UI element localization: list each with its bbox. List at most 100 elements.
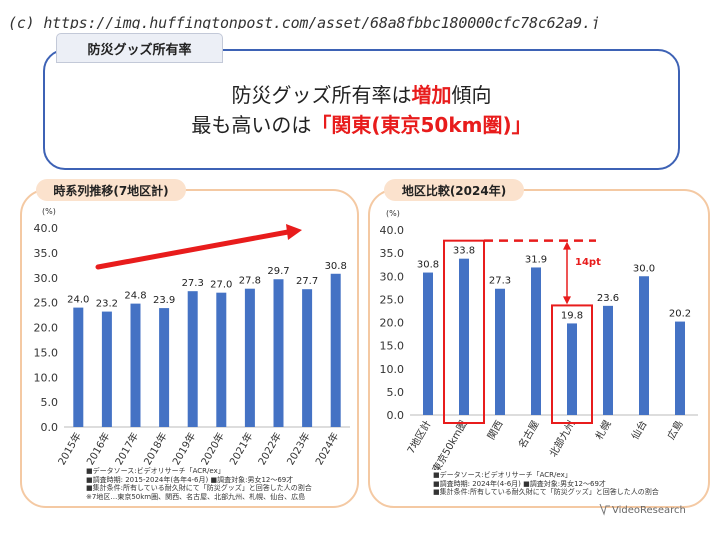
left-data-label: 27.8 [239,276,261,287]
left-y-tick-label: 10.0 [34,371,59,384]
right-bar [567,323,577,415]
left-data-label: 27.7 [296,276,318,287]
left-data-label: 27.0 [210,280,232,291]
left-bar [330,273,341,427]
left-bar [101,311,112,427]
left-y-tick-label: 40.0 [34,222,59,235]
left-bar [159,308,170,427]
right-category-label: 北部九州 [546,418,577,459]
right-category-label: 7地区計 [404,418,433,456]
right-data-label: 33.8 [453,246,475,257]
right-data-label: 23.6 [597,293,619,304]
right-bar [459,258,469,415]
right-bar [495,288,505,415]
gap-arrow-down-icon [563,296,571,305]
left-data-label: 29.7 [267,266,289,277]
left-data-label: 24.8 [124,291,146,302]
right-data-label: 19.8 [561,310,583,321]
gap-label: 14pt [575,257,601,268]
left-chart-notes: ■データソース:ビデオリサーチ「ACR/ex」 ■調査時期: 2015-2024… [86,467,312,501]
right-bar-chart: (%) 0.0 5.0 10.0 15.0 20.0 25.0 30.0 35.0 40.0 30.… [380,209,698,470]
right-bar [603,305,613,415]
left-y-tick-label: 30.0 [34,272,59,285]
right-chart-tag: 地区比較(2024年) [384,179,524,201]
left-bar [216,292,227,427]
image-credit: (c) https://img.huffingtonpost.com/asset… [8,14,600,32]
left-bar [302,289,313,427]
left-data-label: 27.3 [182,278,204,289]
headline-line-1: 防災グッズ所有率は増加傾向 [232,80,492,110]
headline-line-2-emph: 「関東(東京50km圏)」 [311,112,532,137]
right-note-1: ■データソース:ビデオリサーチ「ACR/ex」 [433,471,572,479]
left-data-label: 30.8 [325,261,347,272]
headline-line-1-pre: 防災グッズ所有率は [231,82,412,107]
right-data-label: 31.9 [525,254,547,265]
right-bar [675,321,685,415]
left-category-label: 2021年 [227,430,256,465]
right-y-tick-label: 20.0 [380,317,405,330]
left-category-label: 2022年 [255,430,284,465]
right-y-tick-label: 40.0 [380,224,405,237]
section-tag: 防災グッズ所有率 [56,33,223,63]
right-category-label: 札幌 [592,418,613,442]
highlight-box [443,239,485,424]
highlight-box [551,304,593,424]
right-chart-notes: ■データソース:ビデオリサーチ「ACR/ex」 ■調査時期: 2024年(4-6… [433,471,659,497]
left-bar [73,307,84,427]
left-y-tick-label: 20.0 [34,322,59,335]
right-y-tick-label: 30.0 [380,270,405,283]
videoresearch-logo-text: VideoResearch [612,505,686,516]
left-data-label: 23.9 [153,295,175,306]
left-note-4: ※7地区…東京50km圏、関西、名古屋、北部九州、札幌、仙台、広島 [86,492,306,501]
left-y-tick-label: 35.0 [34,247,59,260]
right-y-tick-label: 15.0 [380,340,405,353]
right-category-label: 仙台 [628,418,649,442]
videoresearch-logo-icon [599,503,610,516]
left-bar [130,303,141,427]
headline-line-1-emph: 増加 [411,82,452,107]
left-y-unit-label: (%) [42,207,56,216]
trend-arrow-shaft [95,229,291,270]
trend-arrow-head-icon [286,224,302,240]
right-y-tick-label: 35.0 [380,247,405,260]
left-note-3: ■集計条件:所有している耐久財にて「防災グッズ」と回答した人の割合 [86,484,312,492]
left-data-label: 23.2 [96,299,118,310]
headline-line-2: 最も高いのは「関東(東京50km圏)」 [191,110,531,140]
left-category-label: 2017年 [112,430,141,465]
right-data-label: 30.0 [633,263,655,274]
left-category-label: 2016年 [84,430,113,465]
right-note-3: ■集計条件:所有している耐久財にて「防災グッズ」と回答した人の割合 [433,488,659,496]
headline-line-1-post: 傾向 [451,82,492,107]
gap-arrow-up-icon [563,241,571,250]
left-y-tick-label: 15.0 [34,346,59,359]
left-y-tick-label: 5.0 [41,396,59,409]
left-category-label: 2019年 [169,430,198,465]
left-chart-tag: 時系列推移(7地区計) [36,179,186,201]
left-note-1: ■データソース:ビデオリサーチ「ACR/ex」 [86,467,225,475]
right-y-unit-label: (%) [386,209,400,218]
left-data-label: 24.0 [67,295,89,306]
left-category-label: 2020年 [198,430,227,465]
left-category-label: 2015年 [55,430,84,465]
right-data-label: 27.3 [489,276,511,287]
right-bar [423,272,433,415]
right-y-tick-label: 0.0 [387,409,405,422]
left-y-tick-label: 25.0 [34,297,59,310]
left-y-tick-label: 0.0 [41,421,59,434]
right-category-label: 東京50km圏 [429,418,469,470]
right-bar [531,267,541,415]
left-bar [187,291,198,427]
headline-box: 防災グッズ所有率は増加傾向 最も高いのは「関東(東京50km圏)」 [43,49,680,170]
left-bar [244,288,255,427]
right-y-tick-label: 25.0 [380,293,405,306]
right-category-label: 関西 [485,419,505,442]
right-note-2: ■調査時期: 2024年(4-6月) ■調査対象:男女12～69才 [433,479,606,488]
left-category-label: 2018年 [141,430,170,465]
headline-line-2-pre: 最も高いのは [191,112,312,137]
left-category-label: 2024年 [312,430,341,465]
right-y-tick-label: 5.0 [387,386,405,399]
left-category-label: 2023年 [284,430,313,465]
left-note-2: ■調査時期: 2015-2024年(各年4-6月) ■調査対象:男女12～69才 [86,475,294,484]
right-y-tick-label: 10.0 [380,363,405,376]
right-data-label: 30.8 [417,260,439,271]
